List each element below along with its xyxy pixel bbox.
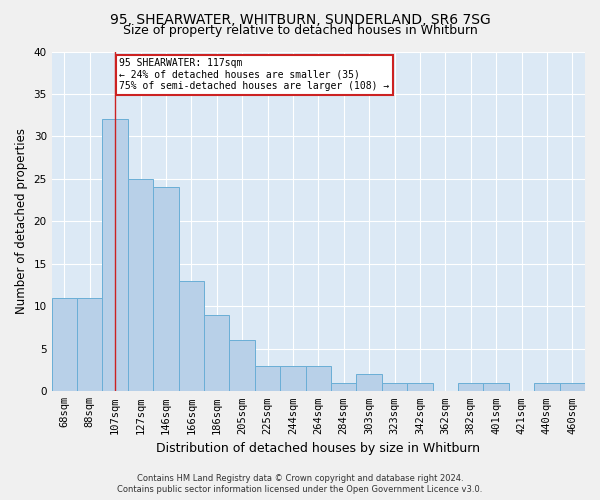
Bar: [407, 383, 433, 392]
Text: 95, SHEARWATER, WHITBURN, SUNDERLAND, SR6 7SG: 95, SHEARWATER, WHITBURN, SUNDERLAND, SR…: [110, 12, 490, 26]
Bar: [128, 179, 153, 392]
Bar: [77, 298, 103, 392]
Bar: [305, 366, 331, 392]
Bar: [356, 374, 382, 392]
Y-axis label: Number of detached properties: Number of detached properties: [15, 128, 28, 314]
Bar: [382, 383, 407, 392]
Bar: [103, 120, 128, 392]
Bar: [204, 315, 229, 392]
Bar: [52, 298, 77, 392]
Bar: [255, 366, 280, 392]
Bar: [179, 281, 204, 392]
Bar: [280, 366, 305, 392]
Text: Size of property relative to detached houses in Whitburn: Size of property relative to detached ho…: [122, 24, 478, 37]
Bar: [534, 383, 560, 392]
X-axis label: Distribution of detached houses by size in Whitburn: Distribution of detached houses by size …: [157, 442, 481, 455]
Bar: [560, 383, 585, 392]
Bar: [229, 340, 255, 392]
Bar: [331, 383, 356, 392]
Bar: [153, 188, 179, 392]
Text: Contains HM Land Registry data © Crown copyright and database right 2024.
Contai: Contains HM Land Registry data © Crown c…: [118, 474, 482, 494]
Bar: [458, 383, 484, 392]
Bar: [484, 383, 509, 392]
Text: 95 SHEARWATER: 117sqm
← 24% of detached houses are smaller (35)
75% of semi-deta: 95 SHEARWATER: 117sqm ← 24% of detached …: [119, 58, 389, 92]
